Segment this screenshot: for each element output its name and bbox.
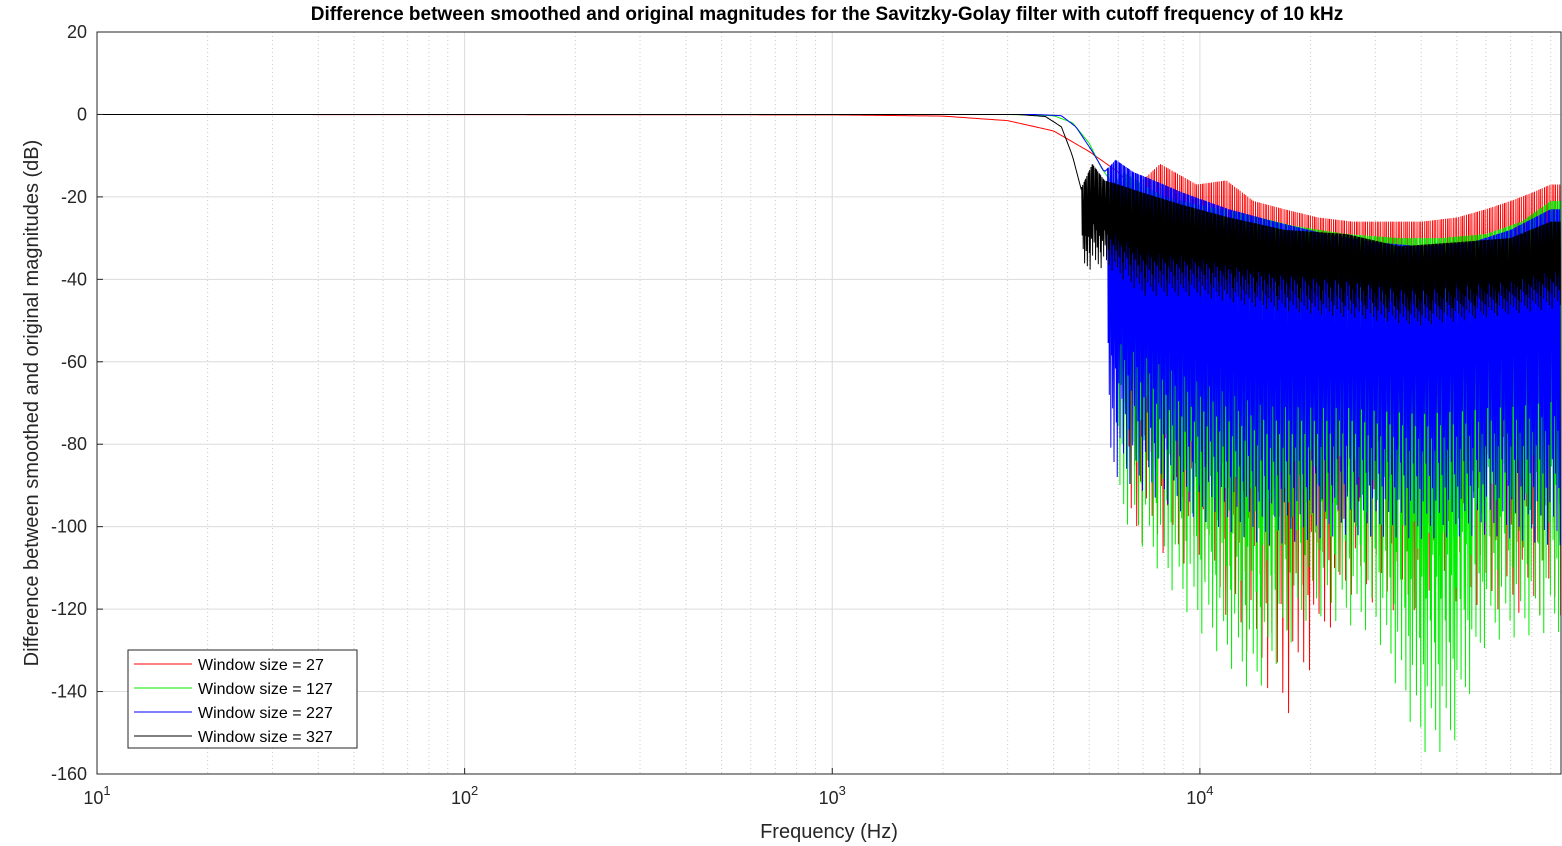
y-tick-label: 0	[77, 104, 87, 124]
legend-box	[127, 649, 358, 749]
x-tick-label: 103	[819, 783, 846, 808]
y-tick-label: -60	[61, 352, 87, 372]
y-axis-label: Difference between smoothed and original…	[21, 140, 43, 667]
legend-label: Window size = 227	[198, 705, 333, 722]
y-tick-label: -100	[51, 517, 87, 537]
x-axis-label: Frequency (Hz)	[760, 821, 898, 843]
legend-label: Window size = 127	[198, 681, 333, 698]
series-line-4	[97, 113, 1561, 326]
plot-frame	[96, 31, 1562, 775]
y-axis: 20 0 -20 -40 -60 -80 -100 -120 -140 -160	[51, 22, 103, 784]
y-tick-label: -160	[51, 764, 87, 784]
y-tick-label: -140	[51, 682, 87, 702]
legend-label: Window size = 27	[198, 657, 324, 674]
series-layer	[96, 113, 1562, 753]
legend-label: Window size = 327	[198, 729, 333, 746]
y-tick-label: -120	[51, 599, 87, 619]
y-tick-label: -20	[61, 187, 87, 207]
y-tick-label: 20	[67, 22, 87, 42]
y-tick-label: -80	[61, 434, 87, 454]
x-tick-label: 104	[1186, 783, 1213, 808]
x-axis: 101 102 103 104	[83, 768, 1214, 808]
x-tick-label: 101	[83, 783, 110, 808]
chart-title: Difference between smoothed and original…	[311, 4, 1344, 25]
legend: Window size = 27 Window size = 127 Window …	[127, 649, 358, 749]
x-tick-label: 102	[451, 783, 478, 808]
y-tick-label: -40	[61, 269, 87, 289]
